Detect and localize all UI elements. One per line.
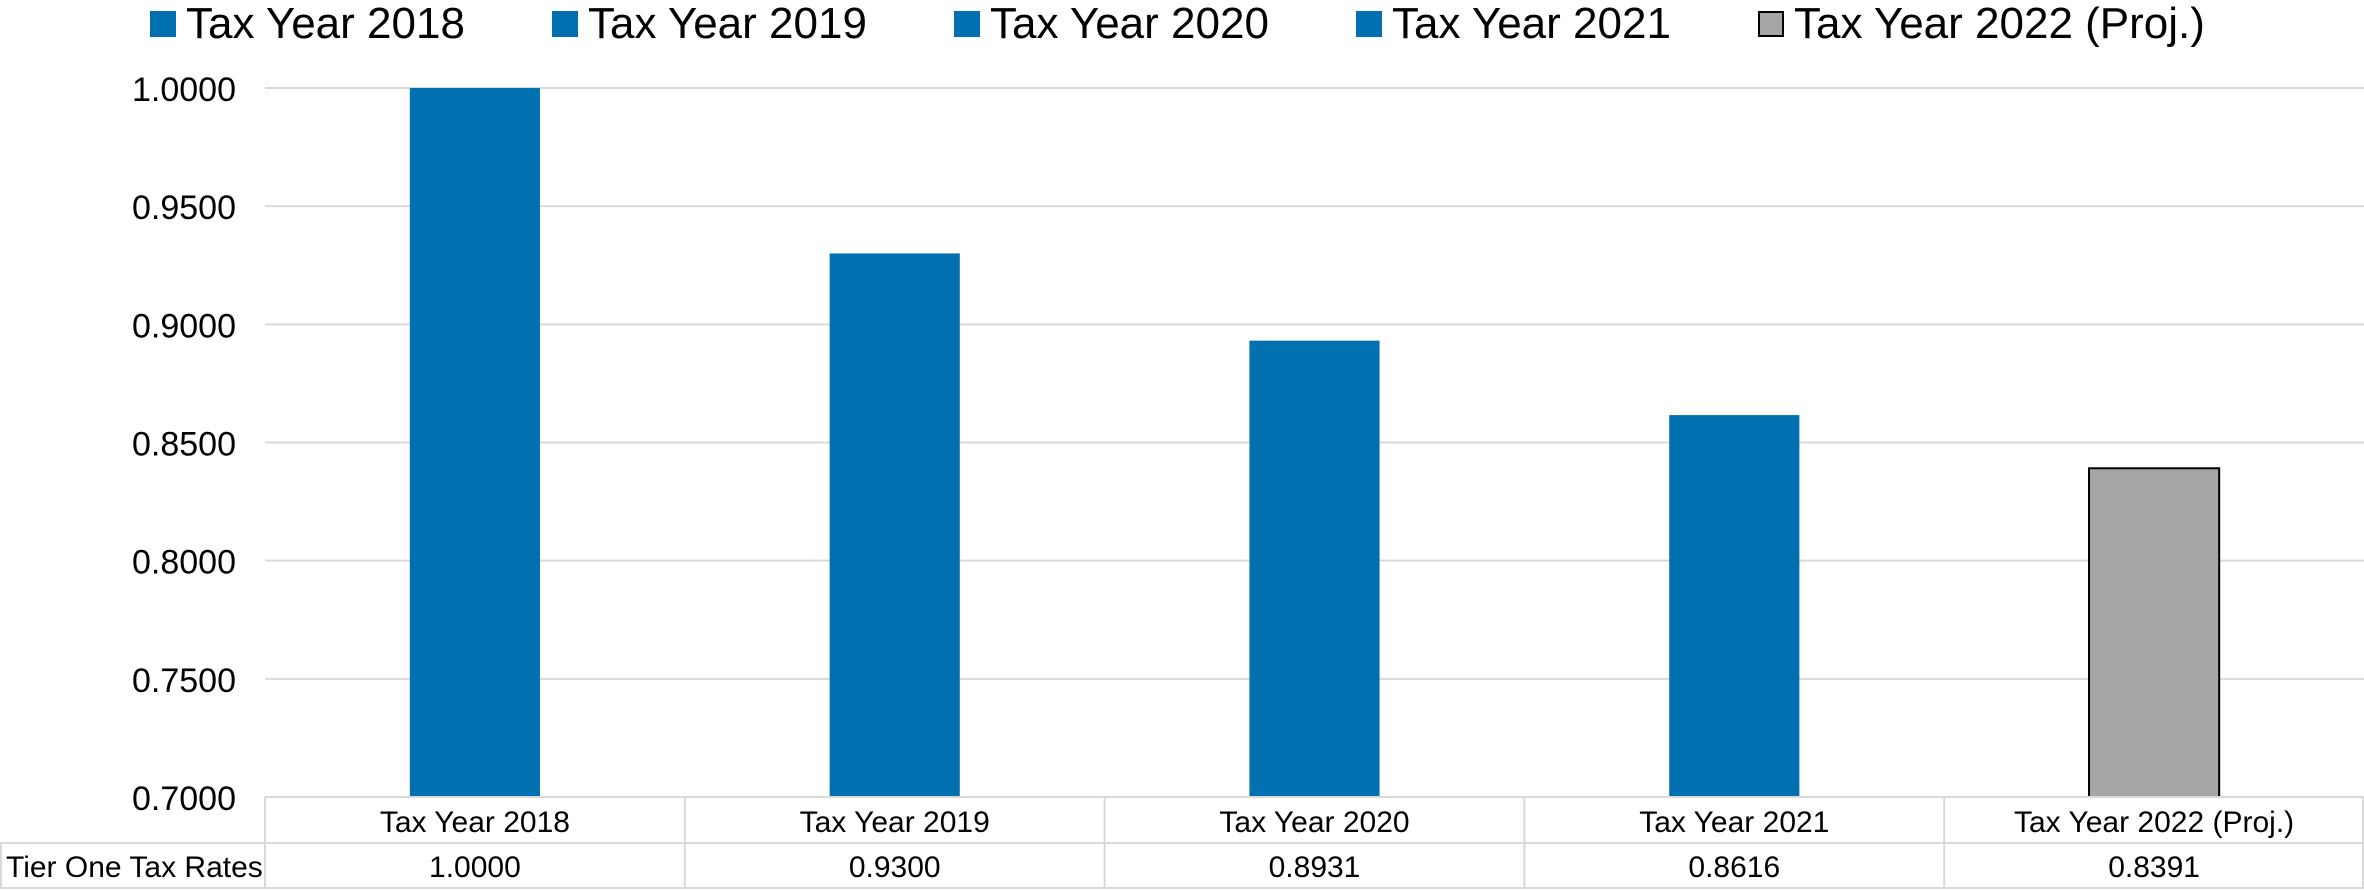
legend-item-2018: Tax Year 2018 <box>150 0 465 48</box>
y-axis-ticks: 0.7000 0.7500 0.8000 0.8500 0.9000 0.9500 1.00… <box>132 71 236 818</box>
y-tick-label: 0.8500 <box>132 426 236 464</box>
legend-item-2020: Tax Year 2020 <box>954 0 1269 48</box>
legend-label: Tax Year 2018 <box>186 0 465 48</box>
bar-0 <box>409 88 540 797</box>
data-value-label: 0.8931 <box>1269 851 1361 884</box>
legend-item-2022-proj: Tax Year 2022 (Proj.) <box>1758 0 2205 48</box>
legend-swatch <box>150 11 176 37</box>
bar-1 <box>829 253 960 797</box>
category-label: Tax Year 2019 <box>800 806 990 839</box>
legend-swatch <box>954 11 980 37</box>
data-value-label: 0.9300 <box>849 851 941 884</box>
legend-item-2021: Tax Year 2021 <box>1356 0 1671 48</box>
table-row-label: Tier One Tax Rates <box>6 851 263 884</box>
bar-4 <box>2088 467 2221 798</box>
bar-2 <box>1249 340 1380 797</box>
y-tick-label: 1.0000 <box>132 71 236 109</box>
data-value-label: 0.8616 <box>1688 851 1780 884</box>
data-value-label: 1.0000 <box>429 851 521 884</box>
bar-3 <box>1669 415 1800 797</box>
legend-label: Tax Year 2021 <box>1392 0 1671 48</box>
category-label: Tax Year 2022 (Proj.) <box>2014 806 2294 839</box>
category-label: Tax Year 2018 <box>380 806 570 839</box>
legend-label: Tax Year 2022 (Proj.) <box>1794 0 2205 48</box>
legend-label: Tax Year 2020 <box>990 0 1269 48</box>
category-label: Tax Year 2020 <box>1219 806 1409 839</box>
y-tick-label: 0.7500 <box>132 662 236 700</box>
legend-swatch <box>1758 11 1784 37</box>
data-table: Tax Year 2018 Tax Year 2019 Tax Year 2020 T… <box>0 796 2364 889</box>
y-tick-label: 0.8000 <box>132 544 236 582</box>
y-tick-label: 0.9500 <box>132 189 236 227</box>
chart-legend: Tax Year 2018 Tax Year 2019 Tax Year 202… <box>0 0 2364 48</box>
y-tick-label: 0.9000 <box>132 307 236 345</box>
bars <box>409 88 2221 798</box>
legend-swatch <box>1356 11 1382 37</box>
legend-item-2019: Tax Year 2019 <box>552 0 867 48</box>
category-label: Tax Year 2021 <box>1639 806 1829 839</box>
data-value-label: 0.8391 <box>2108 851 2200 884</box>
y-tick-label: 0.7000 <box>132 780 236 818</box>
legend-swatch <box>552 11 578 37</box>
legend-label: Tax Year 2019 <box>588 0 867 48</box>
